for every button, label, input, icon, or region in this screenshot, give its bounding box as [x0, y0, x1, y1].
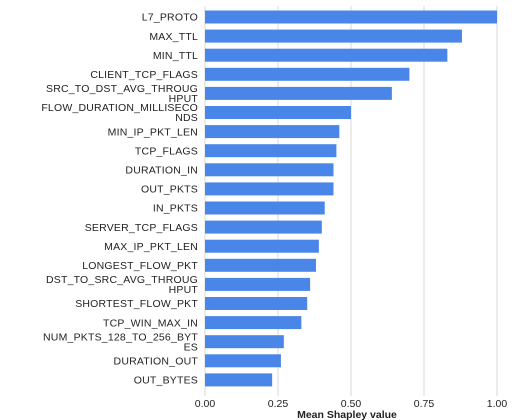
- bar: [205, 335, 284, 349]
- category-label: IN_PKTS: [153, 203, 198, 215]
- bar: [205, 354, 281, 368]
- bar: [205, 86, 392, 100]
- x-tick-label: 0.75: [414, 398, 435, 410]
- category-label: DST_TO_SRC_AVG_THROUG HPUT: [46, 274, 198, 296]
- category-label: SERVER_TCP_FLAGS: [85, 222, 198, 234]
- bar: [205, 220, 322, 234]
- bar: [205, 277, 311, 291]
- bar: [205, 67, 410, 81]
- bar: [205, 29, 462, 43]
- category-label: LONGEST_FLOW_PKT: [82, 260, 198, 272]
- category-label: MAX_IP_PKT_LEN: [104, 241, 198, 253]
- bar: [205, 297, 308, 310]
- category-label: MAX_TTL: [149, 31, 198, 43]
- category-label: OUT_BYTES: [134, 375, 198, 387]
- category-label: FLOW_DURATION_MILLISECO NDS: [41, 102, 198, 124]
- category-label: DURATION_OUT: [114, 356, 199, 368]
- category-label: DURATION_IN: [125, 165, 198, 177]
- category-labels: L7_PROTO MAX_TTL MIN_TTL CLIENT_TCP_FLAGS SR…: [41, 12, 198, 387]
- category-label: CLIENT_TCP_FLAGS: [90, 69, 198, 81]
- bar: [205, 201, 325, 215]
- category-label: SHORTEST_FLOW_PKT: [75, 298, 198, 310]
- category-label: MIN_TTL: [153, 50, 198, 62]
- category-label: TCP_FLAGS: [135, 145, 198, 157]
- x-tick-label: 1.00: [487, 398, 508, 410]
- bar: [205, 10, 497, 24]
- bar: [205, 316, 302, 330]
- x-tick-labels: 0.00 0.25 0.50 0.75 1.00: [195, 398, 508, 410]
- category-label: L7_PROTO: [142, 12, 198, 24]
- category-label: MIN_IP_PKT_LEN: [108, 126, 198, 138]
- x-tick-label: 0.00: [195, 398, 216, 410]
- bar: [205, 144, 337, 158]
- bar: [205, 125, 340, 139]
- category-label: NUM_PKTS_128_TO_256_BYT ES: [43, 331, 198, 353]
- category-label: OUT_PKTS: [141, 184, 198, 196]
- category-label: SRC_TO_DST_AVG_THROUG HPUT: [46, 83, 198, 105]
- x-tick-label: 0.50: [341, 398, 362, 410]
- x-axis-title: Mean Shapley value: [297, 409, 397, 420]
- bar: [205, 258, 316, 272]
- bar: [205, 182, 334, 196]
- bar: [205, 373, 273, 387]
- x-tick-label: 0.25: [268, 398, 289, 410]
- bar: [205, 239, 319, 253]
- bar: [205, 48, 448, 62]
- bar: [205, 106, 351, 119]
- category-label: TCP_WIN_MAX_IN: [103, 317, 198, 329]
- bar: [205, 163, 334, 177]
- bars-group: [205, 10, 497, 387]
